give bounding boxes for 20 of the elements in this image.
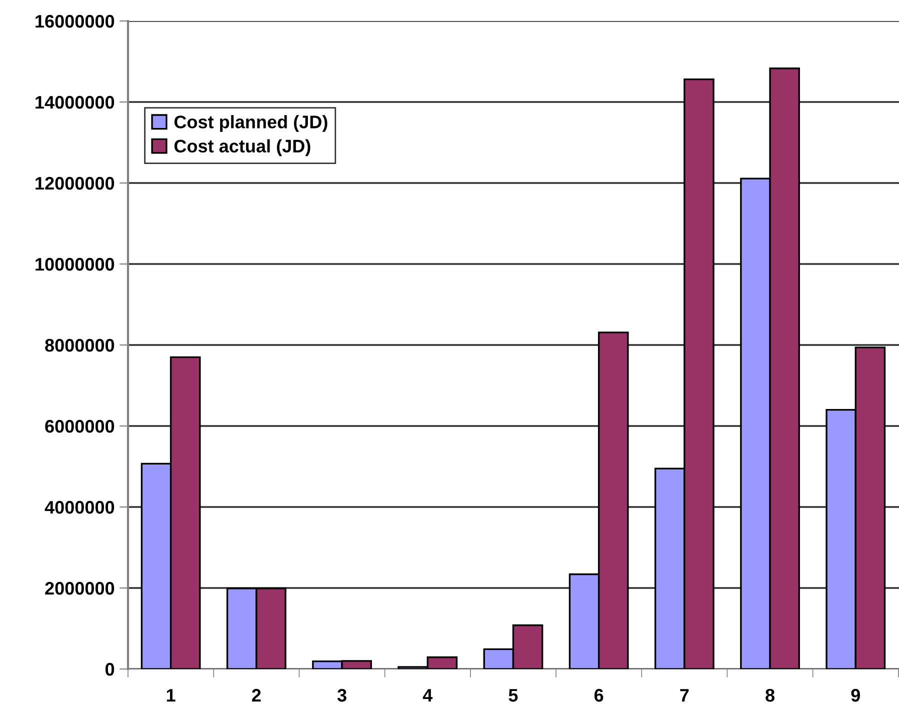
x-tick-label: 3	[337, 688, 346, 702]
x-tick-label: 8	[766, 688, 774, 702]
x-tick-label: 5	[508, 689, 518, 702]
x-tick-label: 4	[422, 689, 433, 702]
y-tick-label: 16000000	[36, 14, 114, 28]
y-tick-label: 0	[105, 662, 114, 676]
y-tick-label: 2000000	[45, 582, 114, 595]
y-tick-label: 14000000	[36, 96, 114, 109]
y-tick-label: 12000000	[36, 176, 114, 190]
x-tick-label: 9	[851, 688, 860, 702]
y-tick-label: 6000000	[45, 420, 114, 433]
y-tick-label: 8000000	[45, 338, 114, 352]
x-tick-label: 2	[252, 688, 261, 702]
y-tick-label: 4000000	[44, 500, 114, 514]
legend-label: Cost planned (JD)	[174, 115, 328, 132]
legend-label: Cost actual (JD)	[174, 139, 310, 156]
x-tick-label: 7	[680, 689, 689, 702]
x-tick-label: 6	[594, 688, 604, 702]
x-tick-label: 1	[166, 689, 176, 702]
y-tick-label: 10000000	[36, 258, 114, 271]
